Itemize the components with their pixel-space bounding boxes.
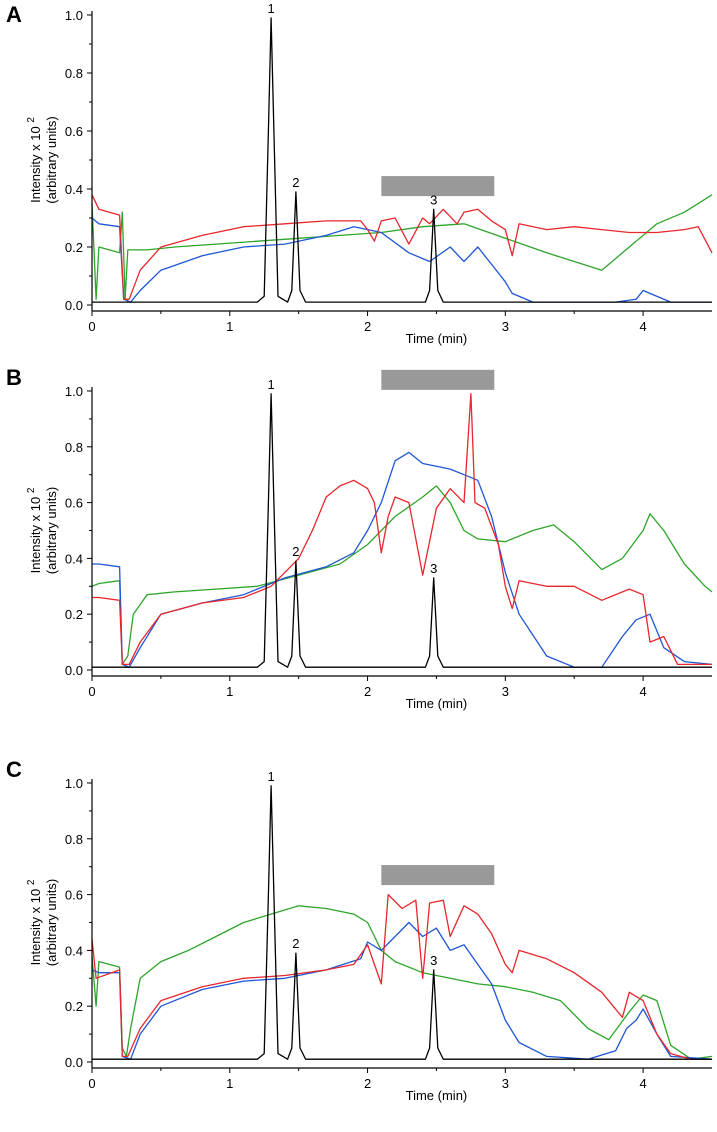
y-tick-label: 0.6 — [65, 888, 83, 903]
x-tick-label: 1 — [226, 1076, 233, 1091]
peak-label-1: 1 — [267, 1, 274, 16]
y-tick-label: 0.6 — [65, 124, 83, 139]
x-axis-title: Time (min) — [406, 331, 468, 346]
series-line-green — [91, 905, 713, 1060]
x-tick-label: 3 — [502, 684, 509, 699]
peak-label-3: 3 — [430, 561, 437, 576]
peak-label-1: 1 — [267, 769, 274, 784]
y-axis-title-line2: (arbitrary units) — [44, 879, 59, 966]
y-tick-label: 0.2 — [65, 240, 83, 255]
y-axis-title-line1: Intensity x 10 — [28, 493, 43, 573]
x-tick-label: 2 — [364, 684, 371, 699]
y-tick-label: 0.4 — [65, 551, 83, 566]
x-tick-label: 4 — [639, 319, 646, 334]
x-tick-label: 4 — [639, 684, 646, 699]
y-axis-title-line1: Intensity x 10 — [28, 885, 43, 965]
y-tick-label: 1.0 — [65, 776, 83, 791]
y-tick-label: 0.4 — [65, 943, 83, 958]
series-line-blue — [92, 451, 713, 668]
highlight-bar — [381, 369, 495, 390]
y-axis-title-line2: (arbitrary units) — [44, 487, 59, 574]
y-tick-label: 0.8 — [65, 66, 83, 81]
y-tick-label: 0.2 — [65, 999, 83, 1014]
series-line-black — [92, 785, 712, 1060]
panel-c: C 0.0 0.2 0.4 0.6 0.8 1.0 0 1 2 3 4 Time (min) Intens… — [6, 757, 713, 1103]
y-tick-label: 1.0 — [65, 384, 83, 399]
peak-label-2: 2 — [292, 175, 299, 190]
x-tick-label: 0 — [88, 1076, 95, 1091]
x-tick-label: 1 — [226, 684, 233, 699]
x-tick-label: 3 — [502, 319, 509, 334]
series-line-red — [91, 893, 712, 1060]
y-tick-label: 0.2 — [65, 607, 83, 622]
y-tick-label: 0.4 — [65, 182, 83, 197]
series-line-black — [92, 393, 712, 668]
y-tick-label: 0.6 — [65, 496, 83, 511]
peak-label-3: 3 — [430, 953, 437, 968]
series-line-red — [92, 393, 712, 666]
panel-letter: C — [6, 757, 22, 782]
highlight-bar — [381, 865, 495, 886]
series-line-green — [91, 485, 713, 666]
x-tick-label: 1 — [226, 319, 233, 334]
series-line-red — [91, 194, 713, 300]
y-axis-title: Intensity x 10 2 — [26, 487, 43, 573]
x-tick-label: 0 — [88, 684, 95, 699]
series-line-black — [92, 17, 712, 303]
x-tick-label: 4 — [639, 1076, 646, 1091]
panel-b: B 0.0 0.2 0.4 0.6 0.8 1.0 0 1 2 3 4 Time (min) Intens… — [6, 365, 713, 711]
peak-label-2: 2 — [292, 544, 299, 559]
y-axis-title: Intensity x 10 2 — [26, 117, 43, 203]
y-axis-title-line2: (arbitrary units) — [44, 116, 59, 203]
y-tick-label: 0.8 — [65, 440, 83, 455]
panel-letter: A — [6, 2, 22, 27]
y-tick-label: 1.0 — [65, 8, 83, 23]
y-axis-title: Intensity x 10 2 — [26, 879, 43, 965]
x-tick-label: 2 — [364, 1076, 371, 1091]
x-tick-label: 3 — [502, 1076, 509, 1091]
y-axis-title-line1: Intensity x 10 — [28, 123, 43, 203]
peak-label-2: 2 — [292, 936, 299, 951]
y-axis-title-exponent: 2 — [26, 879, 37, 885]
peak-label-3: 3 — [430, 192, 437, 207]
panel-a: A 0.0 0.2 0.4 0.6 0.8 1.0 0 1 2 3 4 Time (min) Intens… — [6, 1, 713, 346]
x-axis-title: Time (min) — [406, 696, 468, 711]
x-axis-title: Time (min) — [406, 1088, 468, 1103]
x-tick-label: 0 — [88, 319, 95, 334]
y-tick-label: 0.8 — [65, 832, 83, 847]
peak-label-1: 1 — [267, 377, 274, 392]
y-axis-title-exponent: 2 — [26, 487, 37, 493]
y-tick-label: 0.0 — [65, 663, 83, 678]
x-tick-label: 2 — [364, 319, 371, 334]
y-tick-label: 0.0 — [65, 298, 83, 313]
y-tick-label: 0.0 — [65, 1055, 83, 1070]
series-line-blue — [91, 921, 713, 1060]
y-axis-title-exponent: 2 — [26, 117, 37, 123]
highlight-bar — [381, 176, 495, 197]
panel-letter: B — [6, 365, 22, 390]
